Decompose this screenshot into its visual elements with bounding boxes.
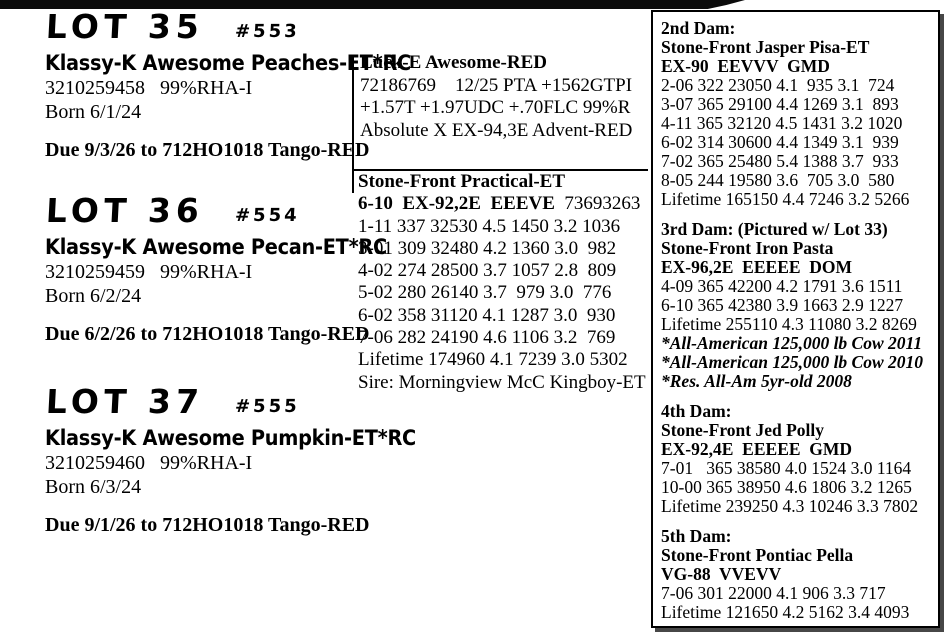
lot-title: LOT 35 [45, 7, 205, 46]
pedigree-vertical-rule [352, 55, 354, 193]
lot-entry-36: LOT 36 #554 Klassy-K Awesome Pecan-ET*RC… [45, 191, 387, 346]
pedigree-horizontal-rule [352, 169, 648, 171]
lot-sale-number: #554 [234, 205, 301, 226]
record-row: 7-02 365 25480 5.4 1388 3.7 933 [661, 151, 899, 171]
dam-registration: 73693263 [554, 193, 641, 215]
record-row: 4-02 274 28500 3.7 1057 2.8 809 [358, 260, 617, 282]
maternal-line-box: 2nd Dam: Stone-Front Jasper Pisa-ET EX-9… [651, 10, 940, 628]
record-row: 3-07 365 29100 4.4 1269 3.1 893 [661, 94, 899, 114]
registration-line: 3210259458 99%RHA-I [45, 77, 253, 99]
lot-heading: LOT 36 #554 [45, 191, 355, 230]
lifetime-row: Lifetime 121650 4.2 5162 3.4 4093 [661, 602, 910, 622]
classification-line: EX-96,2E EEEEE DOM [661, 257, 853, 277]
animal-name: Klassy-K Awesome Pecan-ET*RC [45, 235, 387, 259]
animal-name: Klassy-K Awesome Pumpkin-ET*RC [45, 426, 416, 450]
record-row: 4-11 365 32120 4.5 1431 3.2 1020 [661, 113, 903, 133]
award-note: *All-American 125,000 lb Cow 2011 [661, 333, 923, 353]
lot-sale-number: #555 [234, 396, 301, 417]
record-row: 6-02 358 31120 4.1 1287 3.0 930 [358, 304, 616, 326]
section-title: 3rd Dam: (Pictured w/ Lot 33) [661, 219, 888, 239]
dam-name: Stone-Front Practical-ET [358, 171, 566, 192]
lot-entry-37: LOT 37 #555 Klassy-K Awesome Pumpkin-ET*… [45, 382, 416, 537]
record-row: 4-09 365 42200 4.2 1791 3.6 1511 [661, 276, 903, 296]
lifetime-row: Lifetime 165150 4.4 7246 3.2 5266 [661, 189, 910, 209]
record-row: 10-00 365 38950 4.6 1806 3.2 1265 [661, 477, 912, 497]
award-note: *Res. All-Am 5yr-old 2008 [661, 371, 852, 391]
dam-section-5th: 5th Dam: Stone-Front Pontiac Pella VG-88… [661, 527, 930, 622]
lot-sale-number: #553 [234, 21, 301, 42]
due-line: Due 9/1/26 to 712HO1018 Tango-RED [45, 514, 370, 536]
lot-heading: LOT 35 #553 [45, 7, 355, 46]
sire-block: Luck-E Awesome-RED 72186769 12/25 PTA +1… [360, 52, 650, 142]
classification-line: EX-92,4E EEEEE GMD [661, 439, 853, 459]
sire-cross-line: Absolute X EX-94,3E Advent-RED [360, 119, 633, 141]
dam-section-3rd: 3rd Dam: (Pictured w/ Lot 33) Stone-Fron… [661, 220, 930, 391]
dam-block: Stone-Front Practical-ET 6-10 EX-92,2E E… [358, 171, 650, 394]
dam-section-2nd: 2nd Dam: Stone-Front Jasper Pisa-ET EX-9… [661, 19, 930, 209]
record-row: 7-06 301 22000 4.1 906 3.3 717 [661, 583, 886, 603]
section-title: 2nd Dam: [661, 18, 736, 38]
registration-line: 3210259459 99%RHA-I [45, 261, 253, 283]
born-line: Born 6/1/24 [45, 101, 142, 123]
record-row: 5-02 280 26140 3.7 979 3.0 776 [358, 282, 612, 304]
due-line: Due 9/3/26 to 712HO1018 Tango-RED [45, 139, 370, 161]
lifetime-row: Lifetime 174960 4.1 7239 3.0 5302 [358, 349, 628, 371]
dam-name: Stone-Front Jasper Pisa-ET [661, 37, 870, 57]
lot-heading: LOT 37 #555 [45, 382, 355, 421]
record-row: 6-10 365 42380 3.9 1663 2.9 1227 [661, 295, 904, 315]
lot-entry-35: LOT 35 #553 Klassy-K Awesome Peaches-ET*… [45, 7, 411, 162]
classification-line: VG-88 VVEVV [661, 564, 782, 584]
record-row: 6-02 314 30600 4.4 1349 3.1 939 [661, 132, 899, 152]
registration-line: 3210259460 99%RHA-I [45, 452, 253, 474]
record-row: 1-11 337 32530 4.5 1450 3.2 1036 [358, 215, 621, 237]
sire-pta-line: 72186769 12/25 PTA +1562GTPI [360, 74, 633, 96]
lifetime-row: Lifetime 255110 4.3 11080 3.2 8269 [661, 314, 917, 334]
dam-name: Stone-Front Jed Polly [661, 420, 825, 440]
dam-classification: 6-10 EX-92,2E EEEVE [358, 193, 555, 215]
lot-title: LOT 37 [45, 382, 205, 421]
record-row: 7-06 282 24190 4.6 1106 3.2 769 [358, 327, 616, 349]
born-line: Born 6/2/24 [45, 285, 142, 307]
dam-section-4th: 4th Dam: Stone-Front Jed Polly EX-92,4E … [661, 402, 930, 516]
dam-name: Stone-Front Iron Pasta [661, 238, 834, 258]
dam-name: Stone-Front Pontiac Pella [661, 545, 854, 565]
sire-pta-line: +1.57T +1.97UDC +.70FLC 99%R [360, 97, 631, 119]
record-row: 7-01 365 38580 4.0 1524 3.0 1164 [661, 458, 912, 478]
lifetime-row: Lifetime 239250 4.3 10246 3.3 7802 [661, 496, 919, 516]
record-row: 8-05 244 19580 3.6 705 3.0 580 [661, 170, 895, 190]
record-row: 3-01 309 32480 4.2 1360 3.0 982 [358, 237, 617, 259]
record-row: 2-06 322 23050 4.1 935 3.1 724 [661, 75, 895, 95]
dam-score-line: 6-10 EX-92,2E EEEVE 73693263 [358, 193, 650, 215]
section-title: 4th Dam: [661, 401, 732, 421]
award-note: *All-American 125,000 lb Cow 2010 [661, 352, 924, 372]
lot-title: LOT 36 [45, 191, 205, 230]
sire-name: Luck-E Awesome-RED [360, 52, 548, 73]
born-line: Born 6/3/24 [45, 476, 142, 498]
classification-line: EX-90 EEVVV GMD [661, 56, 830, 76]
section-title: 5th Dam: [661, 526, 732, 546]
top-rule-bar [0, 0, 745, 9]
dam-sire-row: Sire: Morningview McC Kingboy-ET [358, 371, 646, 393]
due-line: Due 6/2/26 to 712HO1018 Tango-RED [45, 323, 370, 345]
animal-name: Klassy-K Awesome Peaches-ET*RC [45, 51, 411, 75]
